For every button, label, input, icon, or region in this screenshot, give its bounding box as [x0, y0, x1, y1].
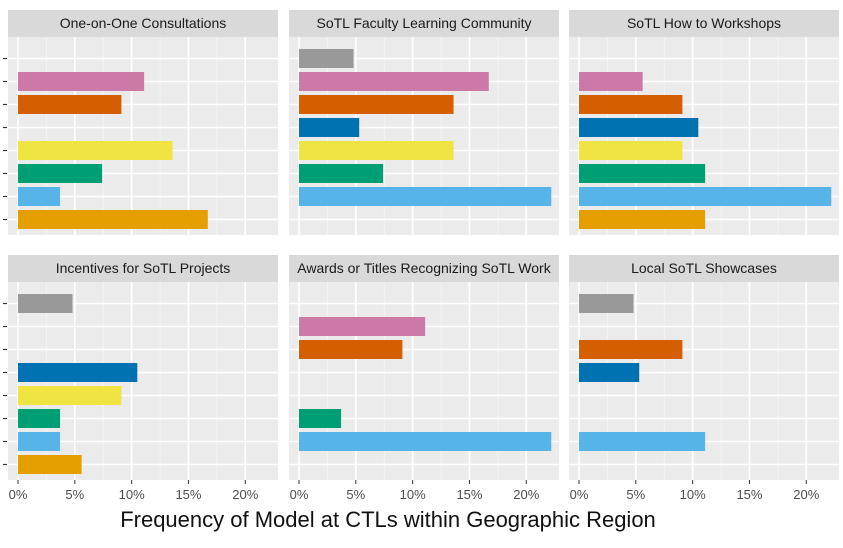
panel-title: SoTL Faculty Learning Community [316, 15, 531, 31]
bar [18, 187, 61, 206]
bar [18, 95, 122, 114]
bar [299, 118, 360, 137]
bar [579, 95, 683, 114]
panel-title: SoTL How to Workshops [627, 15, 781, 31]
bar [299, 340, 403, 359]
x-tick-label: 0% [9, 487, 28, 502]
x-tick-label: 0% [290, 487, 309, 502]
x-tick-label: 5% [346, 487, 365, 502]
x-axis-title: Frequency of Model at CTLs within Geogra… [120, 507, 656, 532]
panel: SoTL How to Workshops [569, 10, 839, 235]
x-tick-label: 20% [232, 487, 258, 502]
panels-layer: One-on-One Consultations SoTL Faculty Lea… [3, 10, 839, 502]
bar [18, 386, 122, 405]
panel-title: One-on-One Consultations [60, 15, 227, 31]
x-tick-label: 20% [793, 487, 819, 502]
bar [299, 164, 384, 183]
panel: One-on-One Consultations [3, 10, 278, 235]
bar [299, 49, 354, 68]
panel-strip [289, 10, 559, 37]
bar [18, 72, 145, 91]
x-tick-label: 15% [175, 487, 201, 502]
x-tick-label: 0% [570, 487, 589, 502]
panel: Awards or Titles Recognizing SoTL Work 0%… [289, 255, 559, 502]
x-tick-label: 15% [456, 487, 482, 502]
bar [299, 187, 552, 206]
bar [18, 455, 82, 474]
bar [18, 141, 173, 160]
x-tick-label: 10% [680, 487, 706, 502]
panel-title: Local SoTL Showcases [631, 260, 777, 276]
bar [18, 294, 73, 313]
x-tick-label: 15% [736, 487, 762, 502]
panel-strip [569, 255, 839, 282]
bar [579, 187, 832, 206]
x-tick-label: 20% [513, 487, 539, 502]
bar [579, 118, 699, 137]
bar [18, 409, 61, 428]
x-tick-label: 5% [626, 487, 645, 502]
bar [299, 432, 552, 451]
bar [579, 432, 706, 451]
bar [299, 95, 454, 114]
panel: Local SoTL Showcases 0% 5% 10% 15% 20% [569, 255, 839, 502]
bar [579, 164, 706, 183]
bar [579, 141, 683, 160]
bar [18, 164, 103, 183]
bar [18, 210, 208, 229]
bar [299, 317, 426, 336]
panel-strip [569, 10, 839, 37]
panel: SoTL Faculty Learning Community [289, 10, 559, 235]
bar [579, 340, 683, 359]
panel: Incentives for SoTL Projects 0% 5% 10% 15% 20… [3, 255, 278, 502]
bar [579, 210, 706, 229]
panel-strip [8, 255, 278, 282]
x-tick-label: 10% [119, 487, 145, 502]
x-tick-label: 5% [65, 487, 84, 502]
bar [579, 363, 640, 382]
bar [579, 72, 643, 91]
bar [18, 363, 138, 382]
panel-title: Incentives for SoTL Projects [56, 260, 231, 276]
bar [299, 409, 342, 428]
bar [579, 294, 634, 313]
panel-title: Awards or Titles Recognizing SoTL Work [297, 260, 551, 276]
panel-strip [289, 255, 559, 282]
bar [18, 432, 61, 451]
bar [299, 72, 489, 91]
bar [299, 141, 454, 160]
x-tick-label: 10% [400, 487, 426, 502]
panel-strip [8, 10, 278, 37]
